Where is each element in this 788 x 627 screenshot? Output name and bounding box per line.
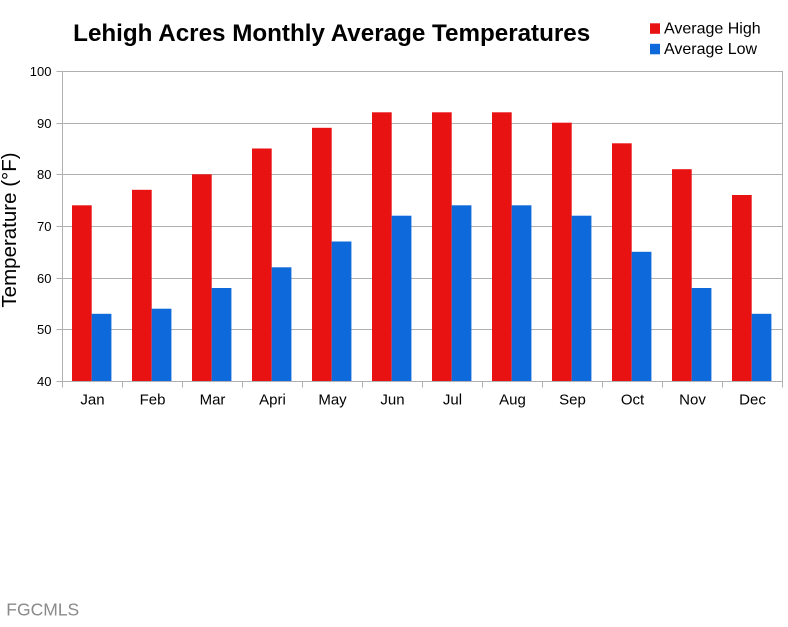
svg-text:Nov: Nov	[679, 391, 706, 408]
svg-text:Dec: Dec	[739, 391, 766, 408]
svg-text:80: 80	[37, 167, 51, 182]
svg-text:Aug: Aug	[499, 391, 526, 408]
svg-text:Feb: Feb	[140, 391, 166, 408]
svg-text:Jun: Jun	[380, 391, 404, 408]
svg-text:Lehigh Acres Monthly Average T: Lehigh Acres Monthly Average Temperature…	[73, 20, 590, 47]
svg-text:FGCMLS: FGCMLS	[6, 600, 79, 620]
svg-text:Sep: Sep	[559, 391, 586, 408]
svg-text:Average Low: Average Low	[664, 41, 758, 58]
svg-text:Temperature (°F): Temperature (°F)	[0, 152, 21, 307]
svg-text:May: May	[318, 391, 347, 408]
svg-text:90: 90	[37, 116, 51, 131]
svg-text:Mar: Mar	[200, 391, 226, 408]
svg-text:Jan: Jan	[80, 391, 104, 408]
svg-text:50: 50	[37, 322, 51, 337]
svg-text:Apri: Apri	[259, 391, 286, 408]
svg-text:100: 100	[30, 64, 52, 79]
svg-text:70: 70	[37, 219, 51, 234]
svg-text:Jul: Jul	[443, 391, 462, 408]
svg-text:Average High: Average High	[664, 21, 761, 38]
svg-text:40: 40	[37, 374, 51, 389]
svg-text:Oct: Oct	[621, 391, 645, 408]
svg-text:60: 60	[37, 271, 51, 286]
